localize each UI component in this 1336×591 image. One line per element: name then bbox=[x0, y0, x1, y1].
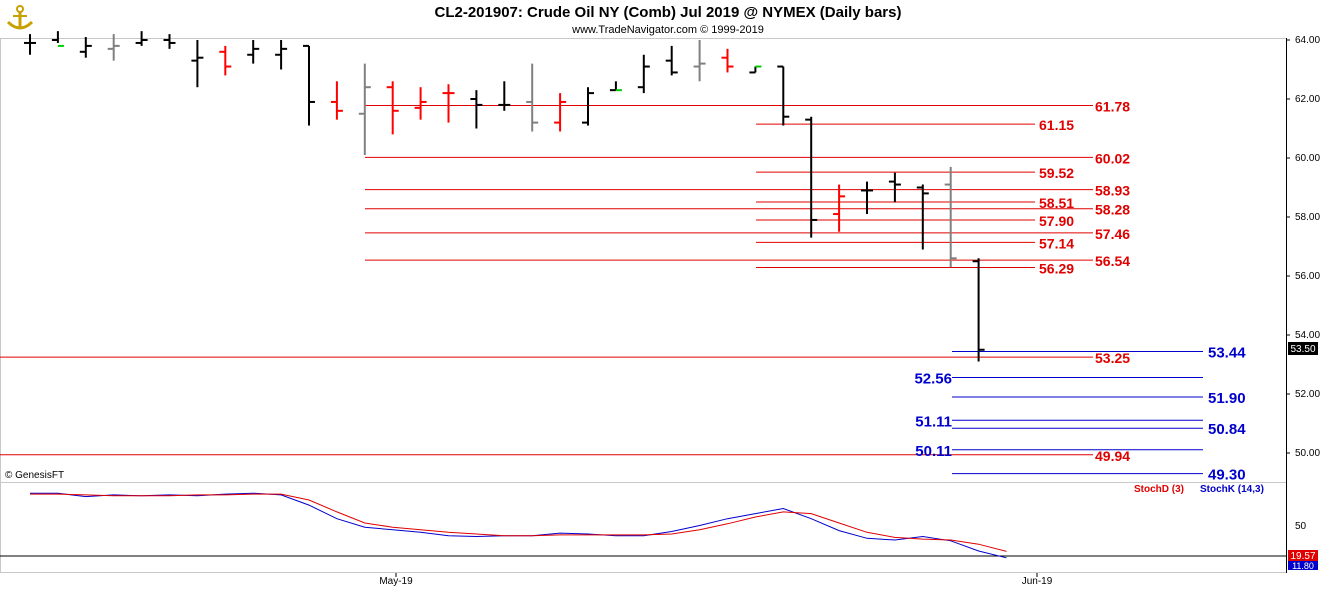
fib-label-red: 56.54 bbox=[1095, 253, 1130, 269]
ohlc-bar bbox=[107, 34, 120, 61]
ohlc-bar bbox=[637, 54, 650, 94]
ohlc-bar bbox=[777, 65, 790, 126]
ohlc-bar bbox=[665, 45, 678, 76]
ohlc-bar bbox=[470, 90, 483, 129]
ohlc-bar bbox=[609, 81, 622, 92]
fib-label-blue: 53.44 bbox=[1208, 345, 1246, 362]
ohlc-bar bbox=[944, 166, 957, 268]
y-tick-label: 56.00 bbox=[1295, 271, 1320, 282]
fib-label-red: 57.46 bbox=[1095, 226, 1130, 242]
chart-title: CL2-201907: Crude Oil NY (Comb) Jul 2019… bbox=[435, 4, 902, 21]
ohlc-bar bbox=[888, 172, 901, 203]
stoch-tick-50: 50 bbox=[1295, 521, 1307, 532]
y-tick-label: 60.00 bbox=[1295, 153, 1320, 164]
fib-label-red: 60.02 bbox=[1095, 150, 1130, 166]
y-tick-label: 62.00 bbox=[1295, 94, 1320, 105]
ohlc-bar bbox=[498, 81, 511, 111]
ohlc-bar bbox=[191, 40, 204, 88]
fib-label-blue: 50.84 bbox=[1208, 421, 1246, 438]
fib-label-red: 58.93 bbox=[1095, 183, 1130, 199]
y-tick-label: 54.00 bbox=[1295, 330, 1320, 341]
fib-label-red: 58.28 bbox=[1095, 202, 1130, 218]
fib-label-blue: 50.11 bbox=[915, 443, 952, 460]
fib-levels: 61.78 61.15 60.02 59.52 58.93 58.51 58.28 57.90… bbox=[0, 98, 1246, 484]
fib-label-blue: 52.56 bbox=[914, 370, 952, 387]
ohlc-bar bbox=[79, 37, 92, 58]
fib-label-blue: 49.30 bbox=[1208, 467, 1246, 484]
chart-subtitle: www.TradeNavigator.com © 1999-2019 bbox=[571, 24, 764, 36]
ohlc-bar bbox=[135, 31, 148, 46]
fib-label-red: 61.15 bbox=[1039, 117, 1074, 133]
stoch-k-label: StochK (14,3) bbox=[1200, 484, 1264, 495]
stoch-k-value-box bbox=[1288, 561, 1318, 570]
fib-label-red: 57.14 bbox=[1039, 235, 1074, 251]
ohlc-bar bbox=[442, 84, 455, 123]
ohlc-bars bbox=[24, 31, 985, 362]
fib-label-red: 53.25 bbox=[1095, 350, 1130, 366]
fib-label-red: 49.94 bbox=[1095, 448, 1130, 464]
ohlc-bar bbox=[972, 258, 985, 362]
stoch-d-value-box bbox=[1288, 550, 1318, 562]
ohlc-bar bbox=[526, 63, 539, 132]
stoch-d-label: StochD (3) bbox=[1134, 484, 1184, 495]
ohlc-bar bbox=[330, 81, 343, 120]
ohlc-bar bbox=[219, 45, 232, 76]
ohlc-bar bbox=[916, 184, 929, 250]
ohlc-bar bbox=[861, 181, 873, 215]
x-tick-may: May-19 bbox=[379, 576, 413, 587]
fib-label-red: 58.51 bbox=[1039, 195, 1074, 211]
ohlc-bar bbox=[303, 44, 315, 126]
ohlc-bar bbox=[582, 87, 594, 126]
stoch-d-value: 19.57 bbox=[1290, 551, 1315, 562]
ohlc-bar bbox=[693, 40, 706, 82]
fib-label-red: 56.29 bbox=[1039, 260, 1074, 276]
stoch-k-line bbox=[30, 492, 1007, 559]
ohlc-bar bbox=[275, 40, 288, 70]
fib-label-blue: 51.11 bbox=[915, 413, 952, 430]
last-price-label: 53.50 bbox=[1290, 344, 1315, 355]
last-price-box bbox=[1288, 342, 1318, 355]
ohlc-bar bbox=[833, 184, 846, 232]
ohlc-bar bbox=[24, 34, 36, 55]
stoch-k-value: 11.80 bbox=[1292, 561, 1314, 571]
anchor-logo-icon bbox=[6, 4, 34, 34]
ohlc-bar bbox=[247, 40, 260, 64]
ohlc-bar bbox=[805, 116, 818, 238]
ohlc-bar bbox=[414, 87, 427, 120]
ohlc-bar bbox=[51, 31, 64, 47]
ohlc-bar bbox=[386, 81, 399, 135]
fib-label-red: 57.90 bbox=[1039, 213, 1074, 229]
fib-label-blue: 51.90 bbox=[1208, 390, 1246, 407]
ohlc-bar bbox=[721, 48, 734, 73]
watermark: © GenesisFT bbox=[5, 470, 64, 481]
ohlc-bar bbox=[163, 34, 176, 49]
stoch-d-line bbox=[30, 493, 1007, 552]
ohlc-bar bbox=[749, 65, 762, 74]
ohlc-bar bbox=[358, 63, 371, 156]
y-axis-ticks: 64.00 62.00 60.00 58.00 56.00 54.00 52.00 50.00 bbox=[1286, 35, 1320, 459]
fib-label-red: 61.78 bbox=[1095, 98, 1130, 114]
y-tick-label: 52.00 bbox=[1295, 389, 1320, 400]
stoch-lines bbox=[30, 492, 1007, 559]
fib-label-red: 59.52 bbox=[1039, 165, 1074, 181]
x-tick-jun: Jun-19 bbox=[1022, 576, 1053, 587]
y-tick-label: 50.00 bbox=[1295, 448, 1320, 459]
ohlc-bar bbox=[554, 93, 567, 132]
y-tick-label: 58.00 bbox=[1295, 212, 1320, 223]
y-tick-label: 64.00 bbox=[1295, 35, 1320, 46]
